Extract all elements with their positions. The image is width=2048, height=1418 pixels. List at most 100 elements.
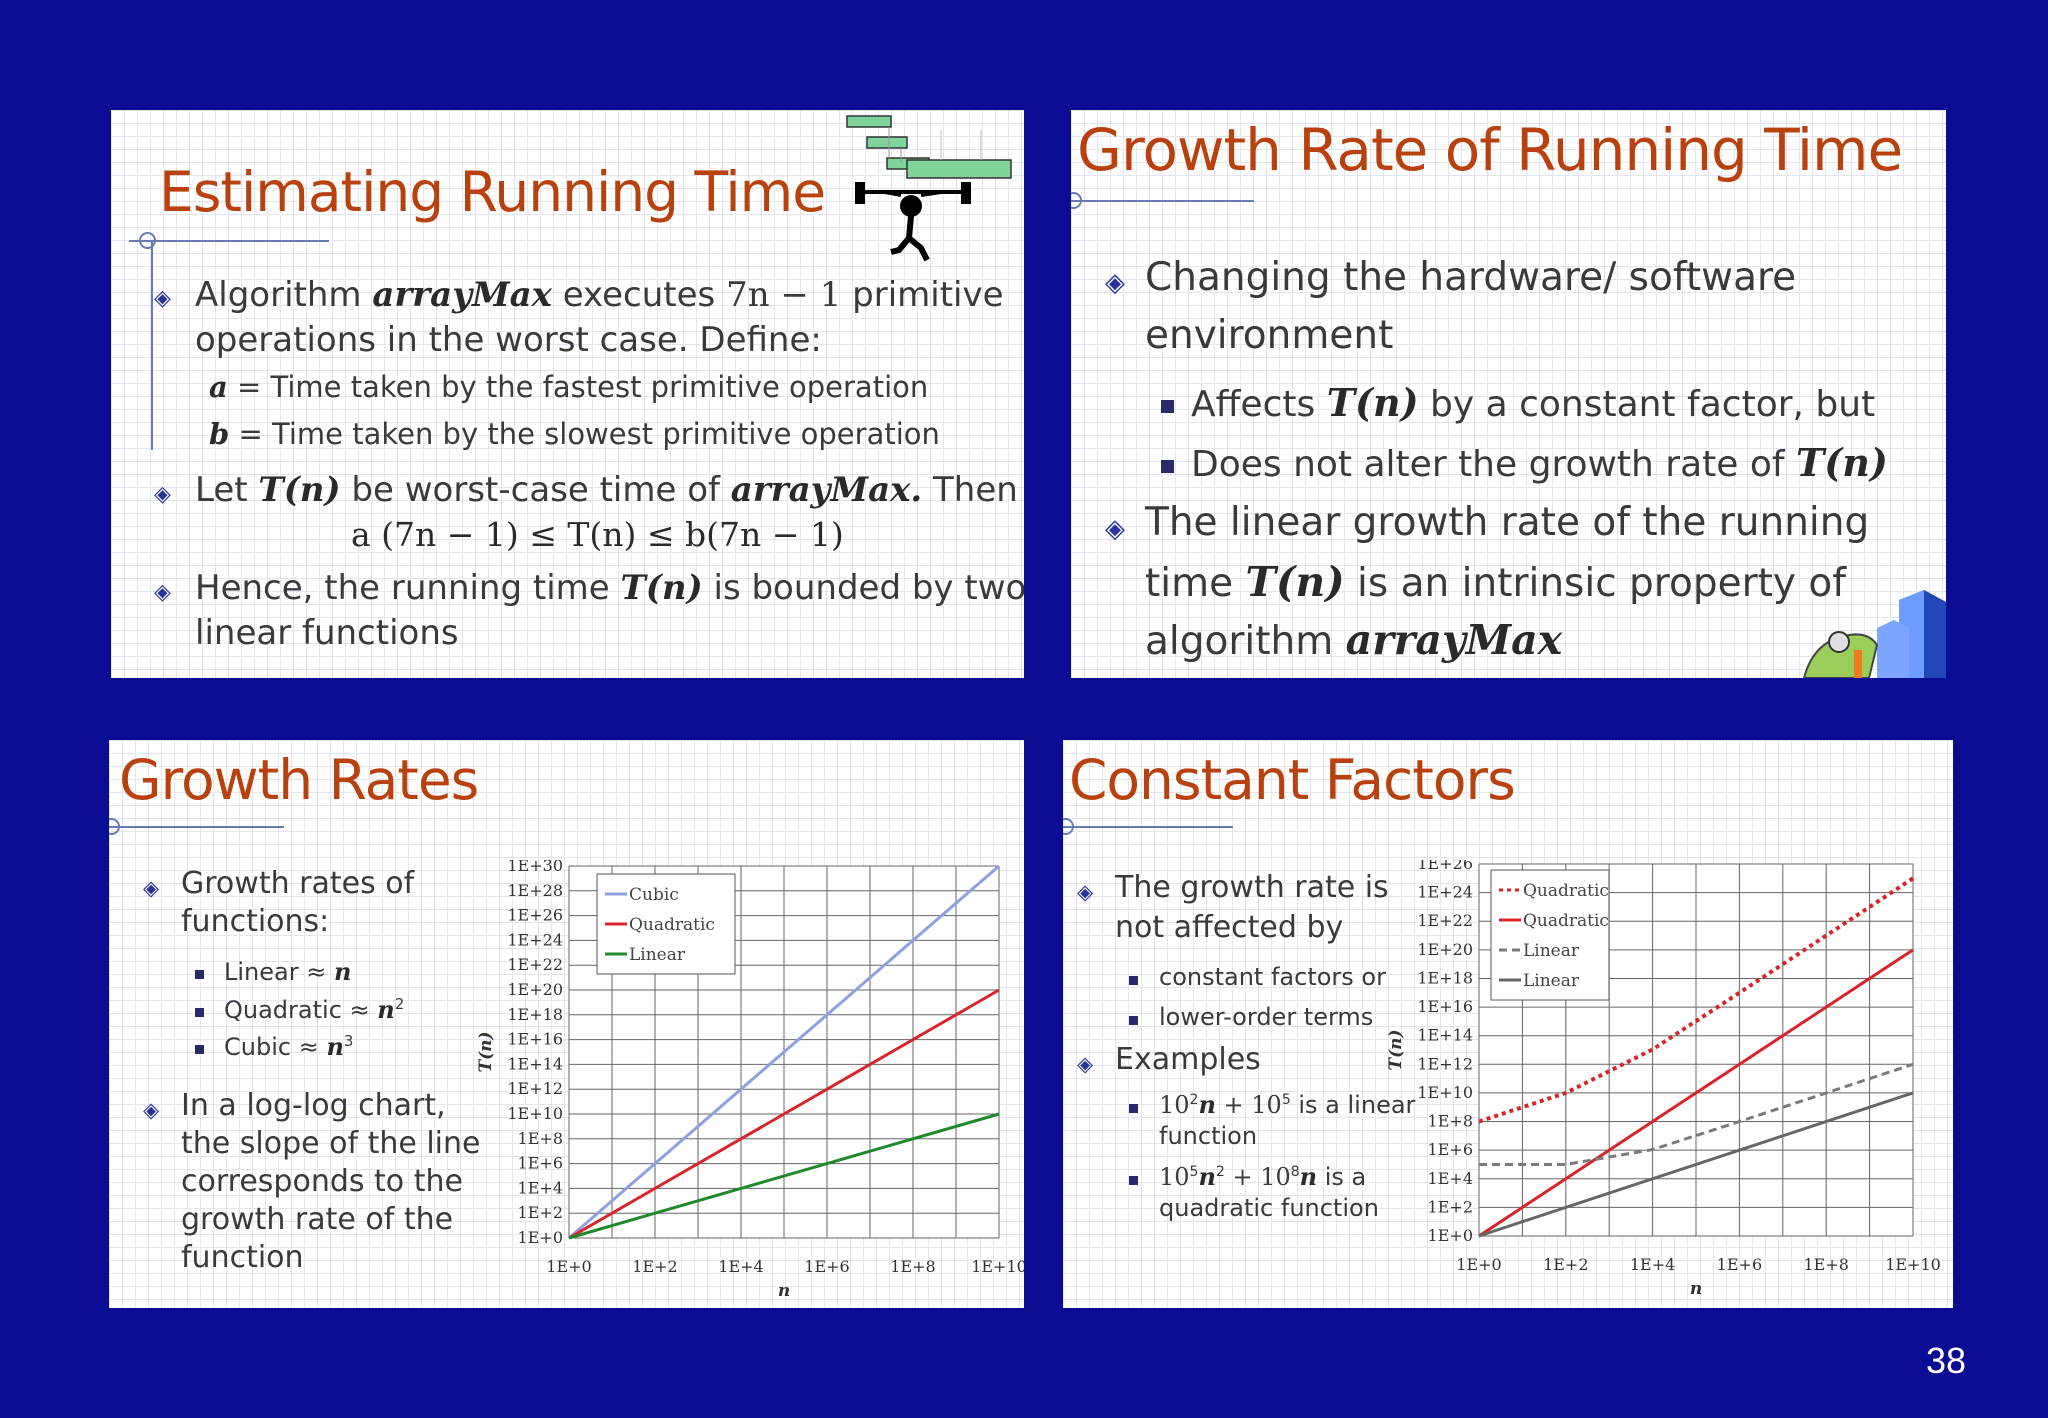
text: Hence, the running time <box>195 568 621 608</box>
bullet-diamond-icon: ◈ <box>143 1098 160 1122</box>
sub-bullet-text: Does not alter the growth rate of T(n) <box>1191 440 1888 485</box>
sub-bullet-text: 102n + 105 is a linear <box>1159 1090 1415 1119</box>
text: Linear ≈ <box>224 958 334 986</box>
sub-bullet-text: Linear ≈ n <box>224 957 351 986</box>
x-tick-label: 1E+10 <box>971 1257 1024 1276</box>
x-tick-label: 1E+8 <box>1803 1255 1848 1274</box>
x-tick-label: 1E+6 <box>804 1257 849 1276</box>
text: Affects <box>1191 384 1327 425</box>
bullet-text: Let T(n) be worst-case time of arrayMax.… <box>195 470 1018 510</box>
y-tick-label: 1E+6 <box>1428 1140 1473 1159</box>
decorative-circle <box>1071 192 1082 209</box>
series-line <box>1479 1062 1914 1166</box>
bullet-text: Hence, the running time T(n) is bounded … <box>195 568 1024 608</box>
sub-bullet-text: constant factors or <box>1159 963 1386 991</box>
math: arrayMax. <box>730 470 923 510</box>
text: = Time taken by the fastest primitive op… <box>227 370 929 404</box>
constant-factors-chart: 1E+26 1E+24 1E+22 1E+20 1E+18 1E+16 1E+14 1E+12… <box>1386 860 1941 1299</box>
slide-title: Growth Rates <box>119 748 479 812</box>
text: is an intrinsic property of <box>1344 561 1846 606</box>
series-line <box>1478 876 1915 1124</box>
slide-growth-rates: Growth Rates ◈ Growth rates of functions… <box>109 740 1024 1308</box>
bullet-text: operations in the worst case. Define: <box>195 320 822 360</box>
decorative-circle <box>139 232 156 249</box>
legend-label: Quadratic <box>1523 911 1609 931</box>
formula: a (7n − 1) ≤ T(n) ≤ b(7n − 1) <box>351 515 844 554</box>
x-tick-label: 1E+8 <box>890 1257 935 1276</box>
sub-bullet-text: lower-order terms <box>1159 1003 1374 1031</box>
decorative-circle <box>1063 818 1074 835</box>
text: + 10 <box>1224 1163 1291 1191</box>
text: time <box>1145 561 1246 606</box>
sub-bullet-text: Affects T(n) by a constant factor, but <box>1191 380 1875 425</box>
bullet-diamond-icon: ◈ <box>1105 514 1125 544</box>
text: by a constant factor, but <box>1418 384 1876 425</box>
y-tick-label: 1E+12 <box>1417 1054 1473 1073</box>
y-tick-label: 1E+26 <box>1417 860 1473 873</box>
y-tick-label: 1E+12 <box>507 1079 563 1098</box>
text: is a <box>1317 1163 1367 1191</box>
sub-bullet-text: 105n2 + 108n is a <box>1159 1162 1366 1191</box>
page-number: 38 <box>1925 1340 1966 1381</box>
sub-bullet-square-icon <box>1129 1104 1138 1113</box>
y-tick-label: 1E+18 <box>1417 968 1473 987</box>
y-tick-label: 1E+16 <box>1417 997 1473 1016</box>
y-tick-label: 1E+2 <box>1428 1197 1473 1216</box>
y-tick-label: 1E+20 <box>1417 940 1473 959</box>
bullet-diamond-icon: ◈ <box>154 286 171 311</box>
bullet-text: Growth rates of <box>181 866 415 901</box>
text: + 10 <box>1215 1091 1282 1119</box>
x-tick-label: 1E+0 <box>546 1257 591 1276</box>
sub-bullet-square-icon <box>195 1008 204 1017</box>
legend-label: Quadratic <box>1523 881 1609 901</box>
definition-a: a = Time taken by the fastest primitive … <box>209 370 928 404</box>
bullet-text: The linear growth rate of the running <box>1145 500 1870 545</box>
sub-bullet-square-icon <box>195 1045 204 1054</box>
text: is a linear <box>1290 1091 1416 1119</box>
bar-graph-clipart-icon <box>1802 590 1946 678</box>
legend-label: Quadratic <box>629 915 715 935</box>
sub-bullet-square-icon <box>1129 976 1138 985</box>
text: Algorithm <box>195 275 373 315</box>
definition-b: b = Time taken by the slowest primitive … <box>209 417 940 451</box>
y-tick-label: 1E+30 <box>507 860 563 875</box>
y-tick-label: 1E+4 <box>1428 1169 1473 1188</box>
bullet-text: not affected by <box>1115 910 1344 945</box>
superscript: 2 <box>394 995 405 1013</box>
math: T(n) <box>620 568 703 608</box>
slide-title: Constant Factors <box>1069 748 1516 812</box>
bullet-text: environment <box>1145 313 1394 358</box>
bullet-diamond-icon: ◈ <box>1077 1052 1094 1076</box>
superscript: 8 <box>1290 1164 1300 1180</box>
legend-label: Linear <box>629 945 686 965</box>
x-tick-label: 1E+2 <box>1543 1255 1588 1274</box>
text: 10 <box>1159 1163 1190 1191</box>
y-tick-label: 1E+14 <box>1417 1026 1473 1045</box>
slide-constant-factors: Constant Factors ◈ The growth rate is no… <box>1063 740 1953 1308</box>
bullet-text: time T(n) is an intrinsic property of <box>1145 558 1846 606</box>
x-tick-label: 1E+4 <box>1630 1255 1675 1274</box>
y-axis-label: T(n) <box>1386 1029 1406 1070</box>
superscript: 2 <box>1189 1092 1199 1108</box>
math: T(n) <box>1796 440 1888 485</box>
x-tick-label: 1E+4 <box>718 1257 763 1276</box>
y-tick-label: 1E+0 <box>1428 1226 1473 1245</box>
math: a <box>209 370 228 404</box>
legend-label: Linear <box>1523 941 1580 961</box>
math: b <box>209 417 230 451</box>
bullet-diamond-icon: ◈ <box>154 482 171 507</box>
x-tick-label: 1E+2 <box>632 1257 677 1276</box>
y-tick-label: 1E+10 <box>507 1104 563 1123</box>
text: 10 <box>1159 1091 1190 1119</box>
text: algorithm <box>1145 619 1346 664</box>
y-tick-label: 1E+24 <box>507 930 563 949</box>
math: T(n) <box>1245 558 1345 606</box>
text: primitive <box>841 275 1004 315</box>
sub-bullet-text: Cubic ≈ n3 <box>224 1032 353 1061</box>
bullet-text: The growth rate is <box>1115 870 1389 905</box>
text: Quadratic ≈ <box>224 996 378 1024</box>
sub-bullet-square-icon <box>1161 460 1174 473</box>
bullet-text: functions: <box>181 904 330 939</box>
y-tick-label: 1E+8 <box>518 1129 563 1148</box>
math: arrayMax <box>1345 616 1563 664</box>
